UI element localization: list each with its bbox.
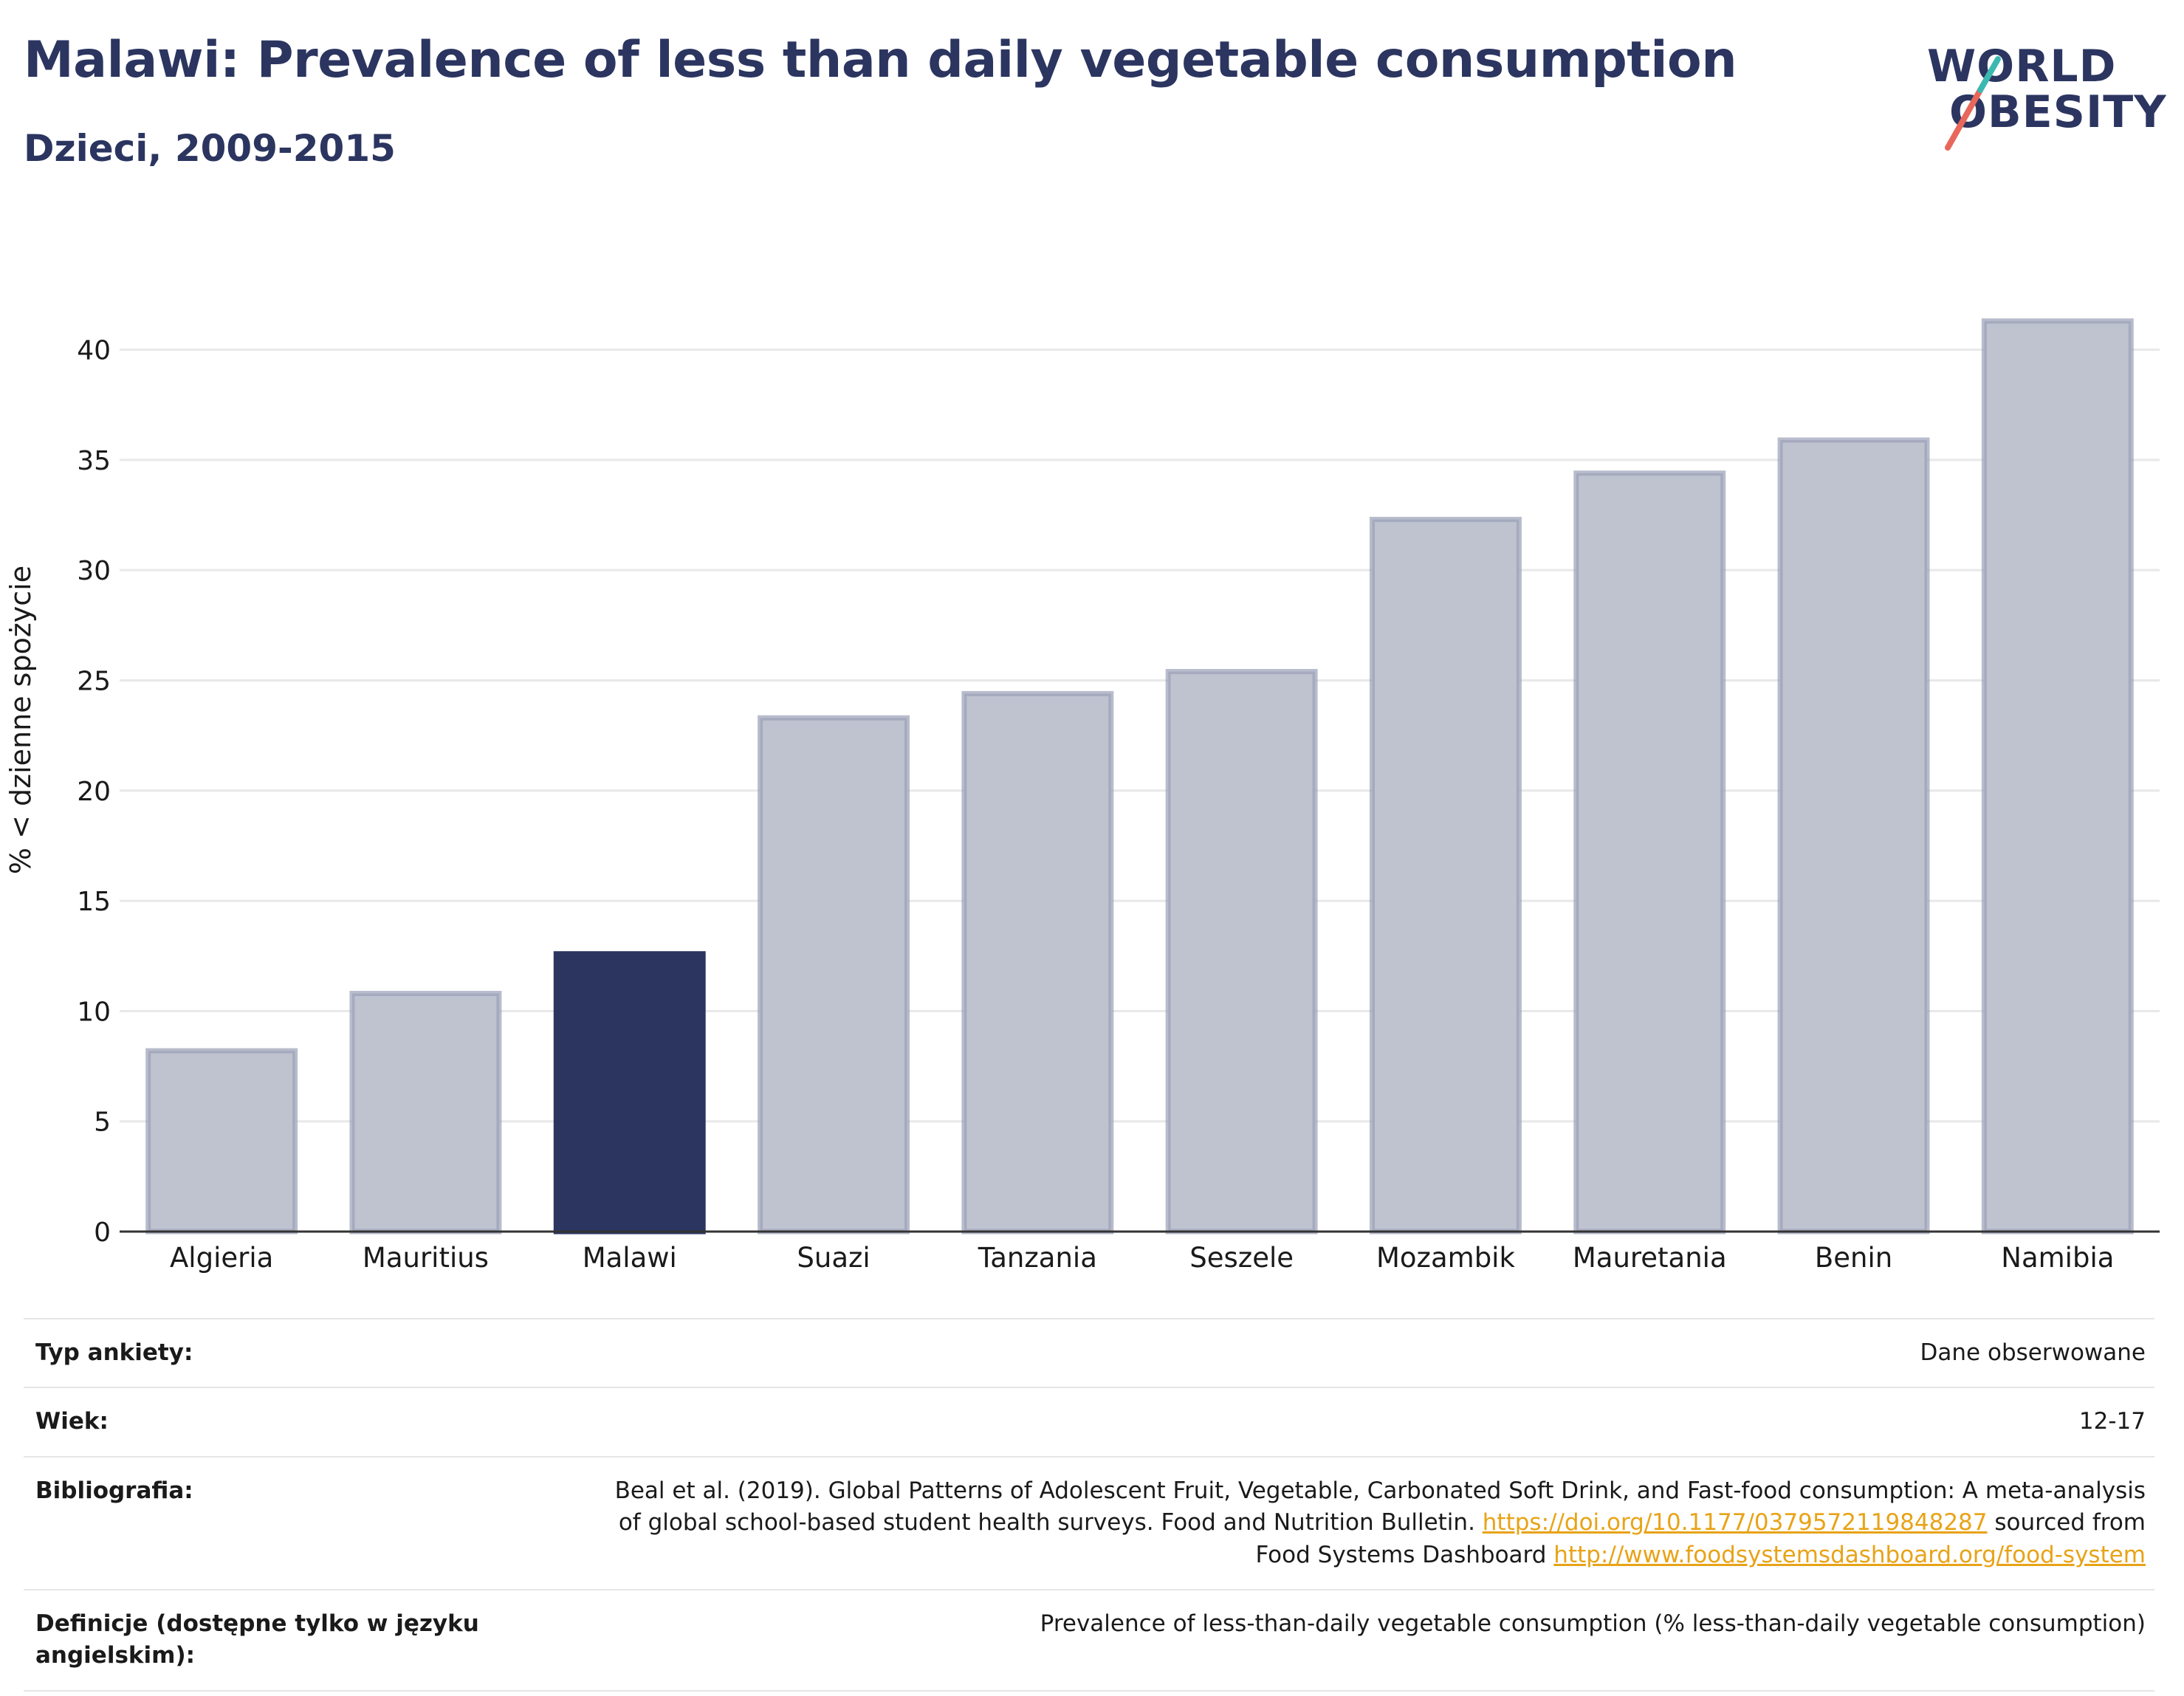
bibliography-line-3a: Food Systems Dashboard	[1255, 1541, 1547, 1568]
x-tick-label: Mozambik	[1376, 1242, 1515, 1274]
y-tick-label: 10	[77, 997, 111, 1027]
bar-seszele	[1165, 669, 1318, 1235]
bibliography-label: Bibliografia:	[24, 1455, 502, 1590]
bar-malawi	[553, 951, 706, 1235]
y-tick-label: 5	[94, 1108, 111, 1138]
meta-row-bibliography: Bibliografia: Beal et al. (2019). Global…	[24, 1455, 2154, 1590]
logo-line-1: WORLD	[1927, 41, 2117, 92]
x-tick-label: Tanzania	[978, 1242, 1097, 1274]
metadata-table: Typ ankiety: Dane obserwowane Wiek: 12-1…	[24, 1317, 2154, 1692]
bibliography-line-2a: of global school-based student health su…	[618, 1509, 1475, 1537]
x-tick-label: Seszele	[1189, 1242, 1294, 1274]
y-tick-label: 0	[94, 1218, 111, 1248]
survey-type-label: Typ ankiety:	[24, 1317, 502, 1388]
x-tick-label: Namibia	[2001, 1242, 2114, 1274]
chart-subtitle: Dzieci, 2009-2015	[24, 127, 396, 170]
chart-title: Malawi: Prevalence of less than daily ve…	[24, 31, 1737, 89]
bar-tanzania	[961, 690, 1114, 1235]
definitions-label: Definicje (dostępne tylko w języku angie…	[24, 1588, 502, 1692]
meta-row-definitions: Definicje (dostępne tylko w języku angie…	[24, 1588, 2154, 1692]
age-value: 12-17	[502, 1387, 2154, 1457]
meta-row-age: Wiek: 12-17	[24, 1387, 2154, 1457]
logo-slash-icon	[1945, 56, 2001, 151]
x-tick-label: Malawi	[583, 1242, 677, 1274]
age-label: Wiek:	[24, 1387, 502, 1457]
bibliography-value: Beal et al. (2019). Global Patterns of A…	[502, 1455, 2154, 1590]
bar-benin	[1777, 437, 1930, 1235]
y-tick-label: 40	[77, 336, 111, 366]
bar-suazi	[758, 715, 910, 1235]
bar-mozambik	[1369, 517, 1522, 1235]
bar-algieria	[145, 1048, 298, 1235]
y-tick-label: 35	[77, 446, 111, 476]
y-tick-label: 15	[77, 887, 111, 917]
bar-mauretania	[1573, 470, 1726, 1235]
survey-type-value: Dane obserwowane	[502, 1317, 2154, 1388]
food-systems-link[interactable]: http://www.foodsystemsdashboard.org/food…	[1553, 1541, 2146, 1568]
x-tick-label: Mauretania	[1573, 1242, 1727, 1274]
y-tick-label: 20	[77, 777, 111, 807]
meta-row-survey-type: Typ ankiety: Dane obserwowane	[24, 1317, 2154, 1388]
y-tick-label: 30	[77, 556, 111, 586]
x-tick-label: Algieria	[170, 1242, 273, 1274]
bar-mauritius	[349, 991, 502, 1235]
bibliography-line-1: Beal et al. (2019). Global Patterns of A…	[614, 1477, 2146, 1504]
definitions-value: Prevalence of less-than-daily vegetable …	[502, 1588, 2154, 1692]
x-tick-label: Suazi	[797, 1242, 870, 1274]
bar-namibia	[1981, 318, 2134, 1235]
x-tick-label: Mauritius	[363, 1242, 489, 1274]
x-tick-label: Benin	[1815, 1242, 1892, 1274]
y-tick-label: 25	[77, 666, 111, 696]
doi-link[interactable]: https://doi.org/10.1177/0379572119848287	[1482, 1509, 1988, 1537]
bibliography-line-2b: sourced from	[1994, 1509, 2146, 1537]
bar-chart: 0 5 10 15 20 25 30 35 40 Algieria Mauritius Malawi S…	[77, 318, 2160, 1274]
logo-line-2: OBESITY	[1949, 86, 2167, 138]
world-obesity-logo[interactable]: WORLD OBESITY	[1927, 38, 2166, 157]
